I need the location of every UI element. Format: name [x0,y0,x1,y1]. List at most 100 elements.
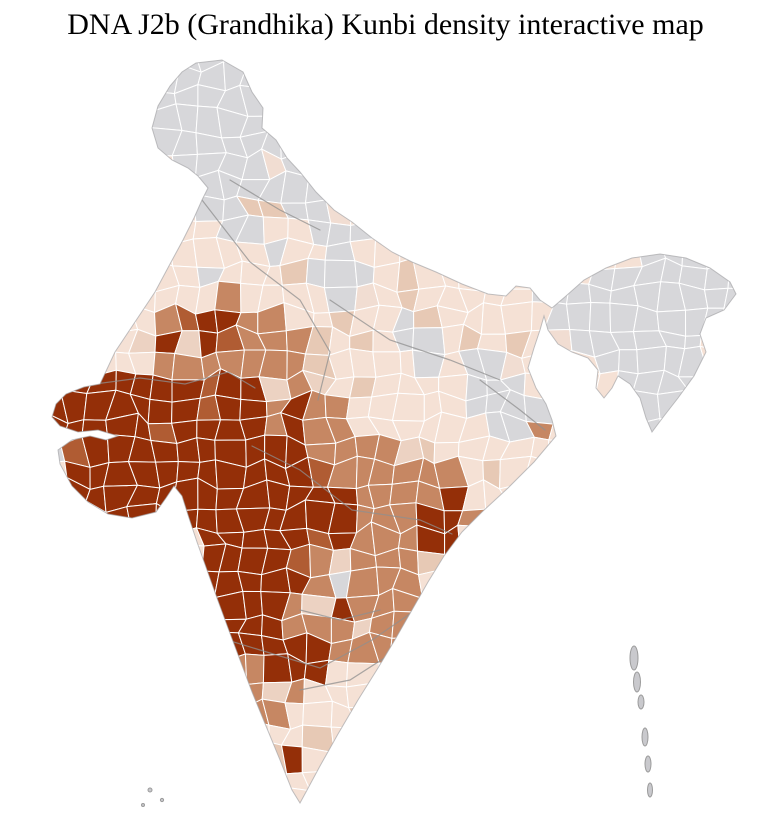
district-cell[interactable] [200,719,221,746]
district-cell[interactable] [234,790,267,814]
district-cell[interactable] [521,171,557,205]
district-cell[interactable] [610,417,640,446]
district-cell[interactable] [721,523,754,549]
district-cell[interactable] [108,633,135,660]
district-cell[interactable] [727,484,747,514]
district-cell[interactable] [522,790,557,814]
district-cell[interactable] [0,151,27,181]
district-cell[interactable] [676,791,711,814]
district-cell[interactable] [48,614,68,643]
district-cell[interactable] [746,395,771,421]
district-cell[interactable] [38,236,68,268]
district-cell[interactable] [654,125,689,159]
district-cell[interactable] [724,768,752,798]
district-cell[interactable] [743,179,767,203]
district-cell[interactable] [62,543,93,569]
district-cell[interactable] [279,102,308,137]
district-cell[interactable] [41,85,69,117]
district-cell[interactable] [389,770,418,790]
district-cell[interactable] [543,500,579,527]
district-cell[interactable] [523,394,556,425]
district-cell[interactable] [550,148,572,181]
district-cell[interactable] [507,85,535,116]
district-cell[interactable] [415,787,438,814]
district-cell[interactable] [656,439,686,468]
district-cell[interactable] [58,617,94,643]
district-cell[interactable] [457,508,489,528]
district-cell[interactable] [151,237,174,267]
district-cell[interactable] [147,217,181,246]
district-cell[interactable] [196,437,216,463]
district-cell[interactable] [506,789,533,814]
district-cell[interactable] [567,744,599,770]
district-cell[interactable] [595,685,620,707]
district-cell[interactable] [485,215,507,244]
district-cell[interactable] [764,612,771,644]
district-cell[interactable] [40,43,74,64]
district-cell[interactable] [193,742,221,767]
district-cell[interactable] [20,764,49,789]
district-cell[interactable] [154,675,182,704]
district-cell[interactable] [485,682,511,701]
district-cell[interactable] [0,655,24,687]
district-cell[interactable] [106,522,132,554]
district-cell[interactable] [0,262,25,291]
district-cell[interactable] [525,572,553,600]
district-cell[interactable] [554,28,574,45]
district-cell[interactable] [351,151,381,183]
district-cell[interactable] [104,154,139,180]
district-cell[interactable] [615,85,636,116]
district-cell[interactable] [501,216,535,244]
district-cell[interactable] [658,521,687,557]
district-cell[interactable] [458,147,484,184]
district-cell[interactable] [0,391,27,421]
district-cell[interactable] [433,793,465,814]
district-cell[interactable] [567,435,595,468]
district-cell[interactable] [700,485,732,507]
district-cell[interactable] [477,546,507,573]
district-cell[interactable] [39,723,70,752]
district-cell[interactable] [16,508,50,526]
district-cell[interactable] [501,170,523,200]
district-cell[interactable] [723,591,746,623]
district-cell[interactable] [60,748,92,774]
district-cell[interactable] [566,216,594,247]
district-cell[interactable] [745,485,771,513]
district-cell[interactable] [20,258,39,291]
district-cell[interactable] [743,198,771,227]
district-cell[interactable] [725,195,744,227]
district-cell[interactable] [349,348,377,378]
district-cell[interactable] [521,191,557,227]
district-cell[interactable] [479,597,513,623]
district-cell[interactable] [456,631,484,665]
district-cell[interactable] [522,65,553,90]
district-cell[interactable] [699,682,723,711]
district-cell[interactable] [308,148,333,178]
district-cell[interactable] [635,40,658,71]
district-cell[interactable] [565,588,597,618]
district-cell[interactable] [609,748,643,777]
district-cell[interactable] [698,153,731,180]
district-cell[interactable] [721,458,746,489]
district-cell[interactable] [479,89,512,117]
district-cell[interactable] [369,90,403,110]
district-cell[interactable] [543,487,579,503]
district-cell[interactable] [547,239,578,267]
district-cell[interactable] [682,477,711,507]
district-cell[interactable] [744,110,768,130]
district-cell[interactable] [371,744,397,772]
district-cell[interactable] [721,81,752,112]
district-cell[interactable] [85,60,113,95]
district-cell[interactable] [82,638,112,662]
district-cell[interactable] [178,653,204,689]
district-cell[interactable] [686,128,701,155]
district-cell[interactable] [616,568,640,601]
district-cell[interactable] [109,303,139,335]
district-cell[interactable] [765,399,771,419]
district-cell[interactable] [346,83,373,110]
district-cell[interactable] [553,111,578,130]
district-cell[interactable] [417,60,446,93]
district-cell[interactable] [323,60,352,86]
district-cell[interactable] [655,750,682,776]
district-cell[interactable] [750,303,771,327]
